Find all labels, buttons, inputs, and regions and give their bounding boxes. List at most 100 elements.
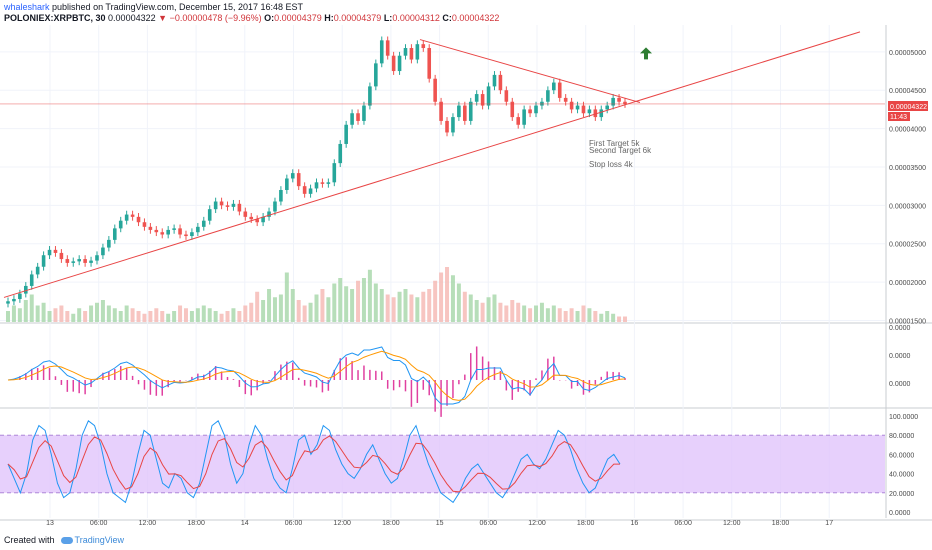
volume-bar: [47, 311, 52, 322]
volume-bar: [302, 305, 307, 322]
macd-y-tick: 0.0000: [889, 325, 911, 332]
stoch-k-line: [7, 420, 621, 504]
candle-body: [154, 229, 159, 233]
x-tick-label: 18:00: [382, 520, 400, 527]
volume-bar: [361, 278, 366, 322]
down-arrow-icon: ▼: [158, 13, 168, 23]
volume-bar: [166, 313, 171, 322]
volume-bar: [195, 308, 200, 322]
candle-body: [433, 78, 437, 102]
candle-body: [107, 239, 111, 248]
volume-bar: [617, 316, 622, 322]
candle-body: [136, 216, 141, 223]
volume-bar: [534, 305, 539, 322]
close-value: 0.00004322: [451, 13, 500, 23]
volume-bar: [421, 291, 426, 322]
candle-body: [29, 274, 34, 286]
volume-bar: [136, 311, 141, 322]
y-tick-label: 0.00003000: [889, 203, 926, 210]
volume-bar: [450, 275, 455, 322]
price-change: −0.00000478 (−9.96%): [169, 13, 262, 23]
volume-bar: [290, 289, 295, 322]
candle-body: [290, 173, 295, 179]
volume-bar: [510, 300, 515, 322]
candle-body: [486, 86, 491, 106]
candle-body: [587, 109, 592, 114]
candle-body: [178, 228, 182, 235]
tradingview-brand[interactable]: TradingView: [74, 535, 125, 545]
open-value: 0.00004379: [274, 13, 322, 23]
candle-body: [320, 182, 325, 184]
candle-body: [557, 82, 562, 98]
volume-bar: [373, 283, 378, 322]
candle-body: [569, 101, 574, 110]
volume-bar: [332, 283, 337, 322]
candle-body: [385, 40, 390, 56]
volume-bar: [172, 311, 177, 322]
candle-body: [53, 249, 58, 253]
created-with-text: Created with: [4, 535, 55, 545]
candle-body: [356, 113, 360, 121]
candle-body: [575, 105, 580, 110]
volume-bar: [296, 300, 301, 322]
macd-line: [7, 346, 626, 405]
volume-bar: [207, 308, 212, 322]
last-price: 0.00004322: [108, 13, 156, 23]
candle-body: [243, 211, 248, 217]
volume-bar: [557, 308, 562, 322]
countdown-tag: [888, 112, 910, 121]
candle-body: [528, 109, 532, 114]
candle-body: [516, 117, 521, 125]
candle-body: [279, 190, 283, 202]
candle-body: [552, 82, 556, 91]
volume-bar: [599, 313, 604, 322]
candle-body: [415, 44, 420, 60]
volume-bar: [445, 267, 450, 322]
candle-body: [231, 203, 236, 207]
candle-body: [261, 216, 265, 223]
x-tick-label: 06:00: [674, 520, 692, 527]
author-link[interactable]: whaleshark: [4, 2, 50, 12]
volume-bar: [409, 294, 414, 322]
volume-bar: [267, 289, 272, 322]
candle-body: [77, 259, 81, 262]
volume-bar: [474, 300, 479, 322]
volume-bar: [498, 302, 503, 322]
candle-body: [546, 90, 550, 102]
x-tick-label: 17: [825, 520, 833, 527]
volume-bar: [112, 308, 117, 322]
volume-bar: [154, 308, 159, 322]
volume-bar: [587, 308, 592, 322]
y-tick-label: 0.00005000: [889, 50, 926, 57]
volume-bar: [71, 313, 76, 322]
candle-body: [160, 232, 165, 235]
volume-bar: [29, 294, 34, 322]
candle-body: [326, 182, 331, 184]
stoch-y-tick: 80.0000: [889, 433, 914, 440]
last-price-tag-text: 0.00004322: [890, 104, 927, 111]
target-arrow-icon: [640, 47, 652, 60]
price-axes: 0.00005000 0.00004500 0.00004000 0.00003500…: [889, 50, 926, 517]
candle-body: [457, 105, 461, 118]
volume-bar: [379, 289, 384, 322]
volume-bar: [415, 297, 420, 322]
volume-bar: [6, 311, 10, 322]
volume-bar: [367, 269, 372, 322]
candle-body: [463, 105, 467, 121]
stoch-y-tick: 20.0000: [889, 491, 914, 498]
volume-bar: [456, 283, 461, 322]
candle-body: [332, 163, 337, 183]
volume-bar: [201, 305, 206, 322]
volume-bar: [237, 311, 242, 322]
volume-bar: [41, 302, 46, 322]
candle-body: [207, 209, 212, 221]
volume-bar: [581, 305, 586, 322]
volume-bar: [504, 305, 509, 322]
candle-body: [338, 143, 343, 164]
y-tick-label: 0.00001500: [889, 318, 926, 325]
candle-body: [623, 101, 627, 105]
candle-body: [468, 101, 473, 121]
candle-body: [439, 101, 443, 121]
volume-bar: [433, 280, 438, 322]
